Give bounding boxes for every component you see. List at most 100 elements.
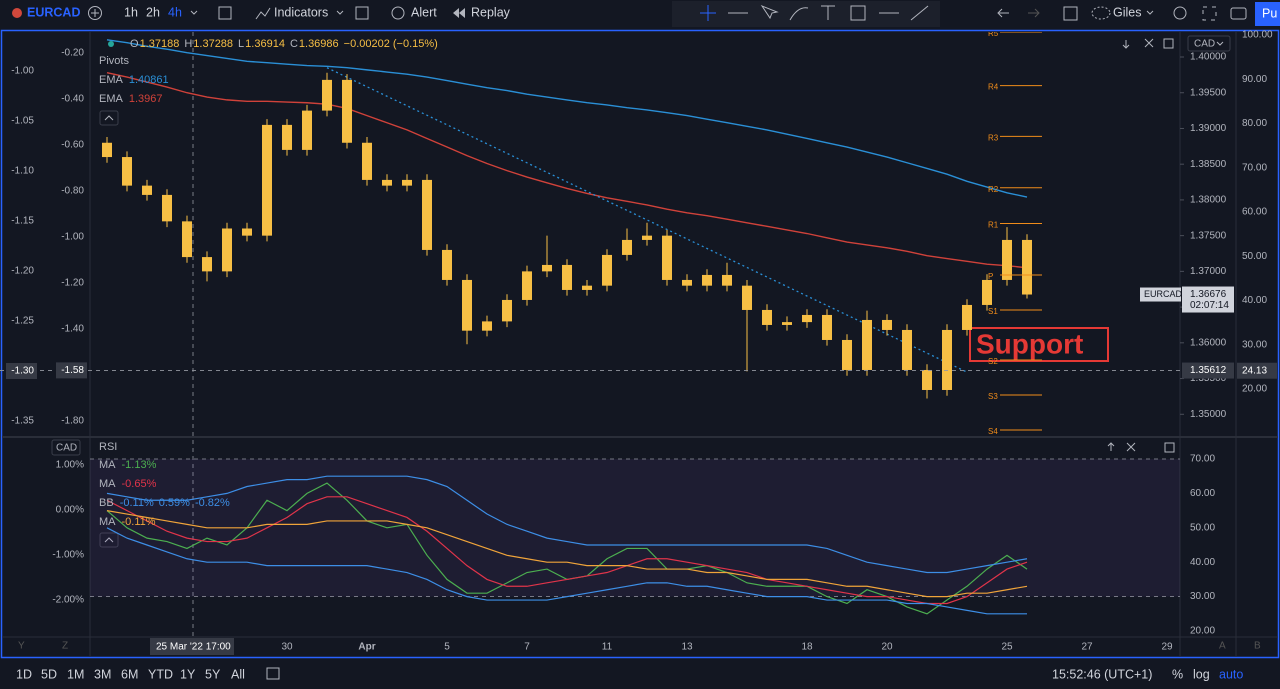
- range-button[interactable]: 5Y: [205, 667, 221, 681]
- range-button[interactable]: 6M: [121, 667, 138, 681]
- candle-body: [902, 329, 912, 370]
- toolbar-button[interactable]: Indicators: [274, 5, 328, 19]
- layout-grid[interactable]: [1063, 6, 1078, 21]
- candle-body: [162, 194, 172, 222]
- pivot-label: R4: [988, 83, 999, 92]
- collapse-icon: [104, 537, 114, 543]
- crosshair-tool[interactable]: [700, 5, 716, 21]
- crosshair-y2: 24.13: [1242, 365, 1267, 376]
- crosshair-price: 1.35612: [1190, 365, 1227, 376]
- y-tick-label: 1.37000: [1190, 266, 1227, 277]
- range-button[interactable]: 3M: [94, 667, 111, 681]
- interval[interactable]: 4h: [168, 5, 182, 19]
- candle-body: [322, 79, 332, 111]
- candle-body: [402, 179, 412, 186]
- layout-button[interactable]: [355, 6, 369, 20]
- left-tick-label: -0.80: [61, 186, 84, 197]
- crosshair-y2-box: [1237, 362, 1277, 379]
- x-tick-label: 30: [281, 642, 293, 653]
- date-range-button[interactable]: [266, 667, 280, 680]
- rsi-currency: CAD: [56, 443, 77, 454]
- rsi-pane-up[interactable]: [1107, 442, 1115, 451]
- range-button[interactable]: 1Y: [180, 667, 196, 681]
- candle-body: [542, 264, 552, 272]
- top-toolbar: [0, 0, 1280, 28]
- interval[interactable]: 1h: [124, 5, 138, 19]
- last-price: 1.36676: [1190, 289, 1227, 300]
- range-button[interactable]: 1M: [67, 667, 84, 681]
- user-caret[interactable]: [1146, 10, 1154, 15]
- candle-body: [962, 304, 972, 330]
- pane-maximize[interactable]: [1163, 38, 1174, 49]
- corner-label: B: [1254, 641, 1261, 652]
- candle-body: [822, 314, 832, 340]
- legend-collapse[interactable]: [99, 110, 119, 126]
- toolbar-button[interactable]: Alert: [411, 5, 437, 19]
- brush-tool[interactable]: [789, 7, 809, 21]
- x-tick-label: 29: [1161, 642, 1173, 653]
- text-tool[interactable]: [821, 5, 835, 20]
- fullscreen[interactable]: [1202, 6, 1217, 21]
- toolbar-button[interactable]: Replay: [471, 5, 511, 19]
- last-price-symbol-box: [1140, 287, 1181, 302]
- rsi-y2-tick-label: -2.00%: [52, 595, 84, 606]
- snapshot[interactable]: [1230, 7, 1247, 20]
- rsi-y-tick-label: 20.00: [1190, 626, 1215, 637]
- pane-close[interactable]: [1144, 38, 1154, 48]
- undo[interactable]: [997, 8, 1009, 18]
- scale-option[interactable]: %: [1172, 667, 1183, 681]
- rsi-y-tick-label: 60.00: [1190, 488, 1215, 499]
- corner-label: Z: [62, 641, 68, 652]
- scale-option[interactable]: auto: [1219, 667, 1243, 681]
- crosshair-left: -1.58: [61, 365, 84, 376]
- y-tick-label: 1.36000: [1190, 337, 1227, 348]
- candle-body: [762, 309, 772, 325]
- y2-tick-label: 70.00: [1242, 162, 1267, 173]
- left-tick-label: -1.80: [61, 416, 84, 427]
- status-dot: [108, 41, 114, 47]
- settings[interactable]: [1173, 6, 1187, 20]
- add-symbol[interactable]: [88, 6, 102, 20]
- range-button[interactable]: YTD: [148, 667, 173, 681]
- rsi-band: [90, 458, 1180, 597]
- indicators-caret[interactable]: [336, 10, 344, 15]
- candle-body: [1022, 239, 1032, 295]
- rsi-legend-collapse[interactable]: [99, 532, 119, 548]
- left-tick-label: -1.40: [61, 324, 84, 335]
- chart-type-button[interactable]: [218, 6, 232, 20]
- candle-body: [782, 322, 792, 325]
- range-button[interactable]: All: [231, 667, 245, 681]
- candle-body: [342, 79, 352, 143]
- y-tick-label: 1.39500: [1190, 87, 1227, 98]
- user-name[interactable]: Giles: [1113, 5, 1141, 19]
- publish-button[interactable]: [1255, 2, 1280, 26]
- cursor-tool[interactable]: [760, 4, 779, 20]
- candle-body: [242, 228, 252, 236]
- rsi-pane-close[interactable]: [1126, 442, 1136, 452]
- range-button[interactable]: 5D: [41, 667, 57, 681]
- candle-body: [182, 221, 192, 258]
- interval[interactable]: 2h: [146, 5, 160, 19]
- currency-box[interactable]: [1187, 35, 1231, 52]
- shape-tool[interactable]: [850, 5, 866, 21]
- pane-down[interactable]: [1122, 40, 1130, 49]
- rsi-pane-maximize[interactable]: [1164, 442, 1175, 453]
- scale-option[interactable]: log: [1193, 667, 1210, 681]
- redo[interactable]: [1028, 8, 1040, 18]
- legend-value: 1.3967: [129, 93, 163, 105]
- legend-name: MA: [99, 516, 116, 528]
- interval-caret[interactable]: [190, 10, 198, 15]
- rsi-y-tick-label: 40.00: [1190, 557, 1215, 568]
- x-tick-label: 25: [1001, 642, 1013, 653]
- left-tick-label: -1.20: [11, 266, 34, 277]
- legend-name: EMA: [99, 74, 124, 86]
- legend-name: EMA: [99, 93, 124, 105]
- range-button[interactable]: 1D: [16, 667, 32, 681]
- crosshair-left-box: [56, 362, 87, 379]
- ema-line: [106, 39, 1028, 198]
- symbol[interactable]: EURCAD: [27, 5, 80, 19]
- trend-tool[interactable]: [910, 5, 929, 21]
- candle-body: [862, 319, 872, 370]
- candle-body: [562, 264, 572, 290]
- annotation-box[interactable]: [969, 327, 1109, 362]
